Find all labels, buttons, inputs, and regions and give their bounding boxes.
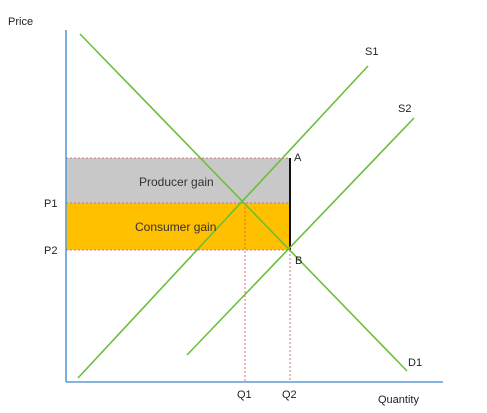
tick-p2: P2 [44, 245, 57, 257]
point-b-label: B [295, 255, 302, 267]
tick-q2: Q2 [282, 389, 297, 401]
label-s2: S2 [398, 103, 411, 115]
demand-curve-d1 [79, 33, 408, 372]
consumer-gain-label: Consumer gain [135, 220, 216, 234]
producer-gain-region [66, 158, 290, 203]
x-axis-label: Quantity [378, 394, 419, 406]
point-a-label: A [294, 152, 302, 164]
supply-curve-s2 [186, 117, 415, 356]
producer-gain-label: Producer gain [139, 175, 214, 189]
supply-curve-s1 [77, 65, 369, 379]
tick-p1: P1 [44, 198, 57, 210]
label-s1: S1 [365, 46, 378, 58]
y-axis-label: Price [8, 16, 33, 28]
label-d1: D1 [408, 357, 422, 369]
tick-q1: Q1 [237, 389, 252, 401]
